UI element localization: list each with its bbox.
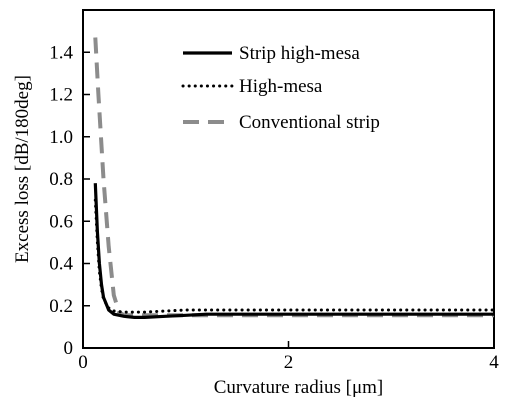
series-line-dotted [93, 198, 496, 314]
x-tick-label: 4 [489, 352, 499, 373]
y-tick-label: 1.4 [49, 42, 73, 63]
series-line-solid [93, 183, 494, 319]
y-tick-label: 1.0 [49, 127, 73, 148]
series-layer [93, 37, 496, 319]
y-tick-label: 1.2 [49, 85, 73, 106]
axes: 0 0.2 0.4 0.6 0.8 1.0 1.2 1.4 0 2 4 [49, 42, 499, 373]
legend-label: Conventional strip [239, 112, 380, 133]
x-tick-label: 0 [78, 352, 88, 373]
y-tick-label: 0.2 [49, 296, 73, 317]
y-tick-label: 0.6 [49, 211, 73, 232]
y-axis-label: Excess loss [dB/180deg] [12, 75, 33, 263]
x-axis-label: Curvature radius [μm] [214, 377, 384, 398]
legend-label: High-mesa [239, 76, 323, 97]
series-line-dashed [93, 37, 494, 318]
y-tick-label: 0.8 [49, 169, 73, 190]
y-tick-label: 0 [64, 338, 74, 359]
legend-label: Strip high-mesa [239, 43, 360, 64]
y-tick-label: 0.4 [49, 254, 73, 275]
legend: Strip high-mesa High-mesa Conventional str… [181, 43, 380, 133]
x-tick-label: 2 [284, 352, 294, 373]
